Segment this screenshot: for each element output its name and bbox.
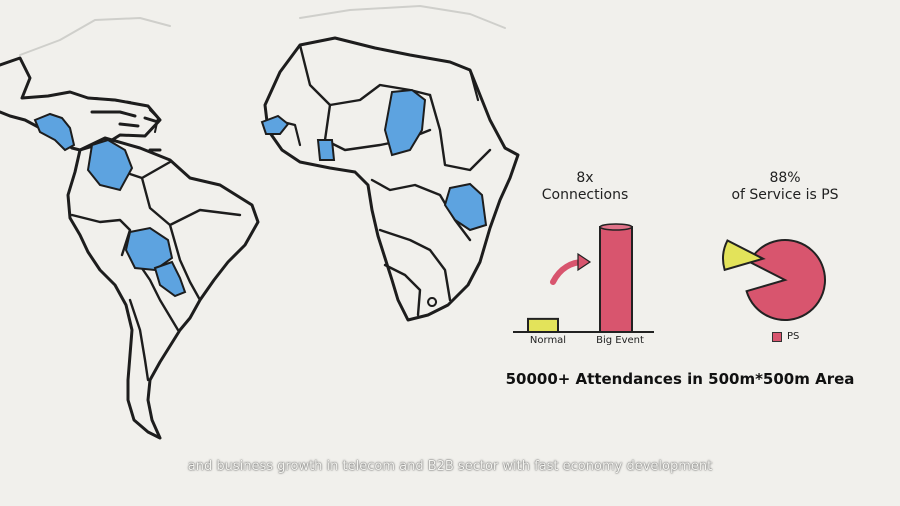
legend-label-ps: PS — [787, 331, 800, 342]
highlight-colombia — [86, 138, 134, 192]
highlight-paraguay — [153, 260, 187, 298]
highlight-chad — [383, 88, 427, 157]
highlight-ghana — [316, 139, 336, 161]
pie-chart-title-label: of Service is PS — [731, 187, 839, 203]
pie-slice-other — [722, 239, 766, 272]
legend-swatch-ps — [772, 331, 782, 342]
central-america-outline — [0, 56, 162, 152]
pie-chart-title: 88% of Service is PS — [705, 170, 865, 204]
bar-chart-title-label: Connections — [541, 187, 629, 203]
bar-label-normal: Normal — [529, 335, 567, 346]
pie-legend: PS — [772, 331, 799, 342]
south-america-outline — [66, 136, 260, 440]
bar-normal — [527, 317, 559, 333]
pie-chart-title-value: 88% — [769, 170, 801, 186]
highlight-central-america — [33, 112, 76, 152]
highlight-tanzania — [443, 182, 488, 232]
pie-chart — [722, 239, 826, 321]
bar-big-event-top — [599, 223, 633, 231]
africa-outline — [263, 36, 520, 322]
bar-chart-title: 8x Connections — [515, 170, 655, 204]
caribbean-islands — [90, 110, 162, 152]
headline: 50000+ Attendances in 500m*500m Area — [505, 370, 855, 388]
bar-label-big-event: Big Event — [596, 335, 644, 346]
bar-big-event — [599, 226, 633, 333]
subtitle-caption: and business growth in telecom and B2B s… — [187, 459, 713, 474]
pie-slice-ps — [745, 239, 826, 321]
bar-chart-title-value: 8x — [576, 170, 594, 186]
bar-chart — [513, 223, 654, 333]
highlight-guinea — [260, 114, 290, 135]
